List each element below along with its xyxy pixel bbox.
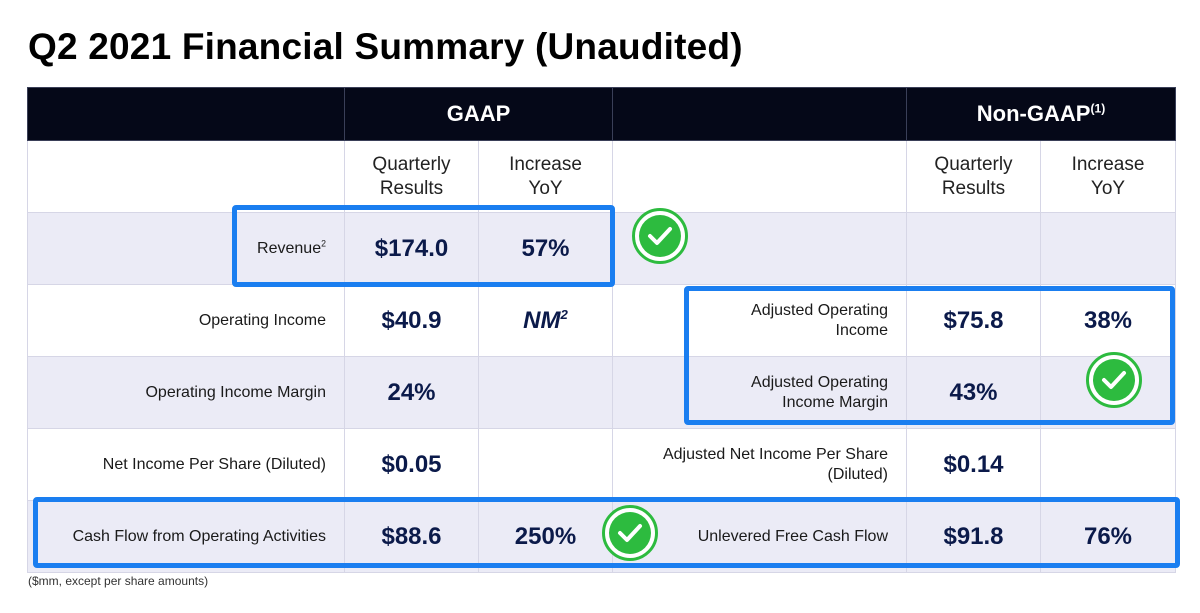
table-row: Revenue2 $174.0 57% xyxy=(27,212,1176,285)
header-blank xyxy=(27,87,345,141)
row-gaap-yoy xyxy=(478,356,613,429)
row-gaap-value: $0.05 xyxy=(344,428,479,501)
row-ng-value xyxy=(906,212,1041,285)
highlight-box-revenue xyxy=(232,205,615,287)
header-gaap: GAAP xyxy=(344,87,613,141)
row-ng-yoy xyxy=(1040,212,1176,285)
subheader-gaap-quarterly-results: Quarterly Results xyxy=(344,140,479,213)
row-ng-value: 43% xyxy=(906,356,1041,429)
financial-summary-table: GAAP Non-GAAP(1) Quarterly Results Increa… xyxy=(27,87,1176,573)
footnote: ($mm, except per share amounts) xyxy=(28,574,209,588)
table-row: Cash Flow from Operating Activities $88.… xyxy=(27,500,1176,573)
check-circle-icon xyxy=(602,505,658,561)
highlight-box-cash-flow xyxy=(33,497,1180,568)
row-ng-yoy: 38% xyxy=(1040,284,1176,357)
row-label: Cash Flow from Operating Activities xyxy=(27,500,345,573)
row-ng-value: $91.8 xyxy=(906,500,1041,573)
subheader-gaap-increase-yoy: Increase YoY xyxy=(478,140,613,213)
table-subheader-row: Quarterly Results Increase YoY Quarterly Re… xyxy=(27,140,1176,213)
row-ng-yoy xyxy=(1040,428,1176,501)
row-label: Operating Income xyxy=(27,284,345,357)
check-circle-icon xyxy=(1086,352,1142,408)
row-gaap-value: $174.0 xyxy=(344,212,479,285)
subheader-ng-quarterly-results: Quarterly Results xyxy=(906,140,1041,213)
row-gaap-yoy: 57% xyxy=(478,212,613,285)
table-row: Net Income Per Share (Diluted) $0.05 Adj… xyxy=(27,428,1176,501)
row-gaap-yoy: NM2 xyxy=(478,284,613,357)
row-gaap-value: $40.9 xyxy=(344,284,479,357)
row-ng-label: Adjusted Net Income Per Share (Diluted) xyxy=(612,428,907,501)
row-ng-yoy: 76% xyxy=(1040,500,1176,573)
row-gaap-value: $88.6 xyxy=(344,500,479,573)
row-ng-label: Adjusted Operating Income xyxy=(612,284,907,357)
row-gaap-yoy xyxy=(478,428,613,501)
check-circle-icon xyxy=(632,208,688,264)
row-gaap-yoy: 250% xyxy=(478,500,613,573)
row-ng-label: Unlevered Free Cash Flow xyxy=(612,500,907,573)
row-ng-label: Adjusted Operating Income Margin xyxy=(612,356,907,429)
row-gaap-value: 24% xyxy=(344,356,479,429)
subheader-ng-increase-yoy: Increase YoY xyxy=(1040,140,1176,213)
header-blank xyxy=(612,87,907,141)
table-header-row: GAAP Non-GAAP(1) xyxy=(27,87,1176,141)
page-title: Q2 2021 Financial Summary (Unaudited) xyxy=(28,26,743,67)
row-ng-value: $0.14 xyxy=(906,428,1041,501)
table-row: Operating Income $40.9 NM2 Adjusted Oper… xyxy=(27,284,1176,357)
row-ng-value: $75.8 xyxy=(906,284,1041,357)
header-non-gaap: Non-GAAP(1) xyxy=(906,87,1176,141)
row-label: Revenue2 xyxy=(27,212,345,285)
row-label: Net Income Per Share (Diluted) xyxy=(27,428,345,501)
highlight-box-adjusted-operating xyxy=(684,286,1175,425)
row-label: Operating Income Margin xyxy=(27,356,345,429)
